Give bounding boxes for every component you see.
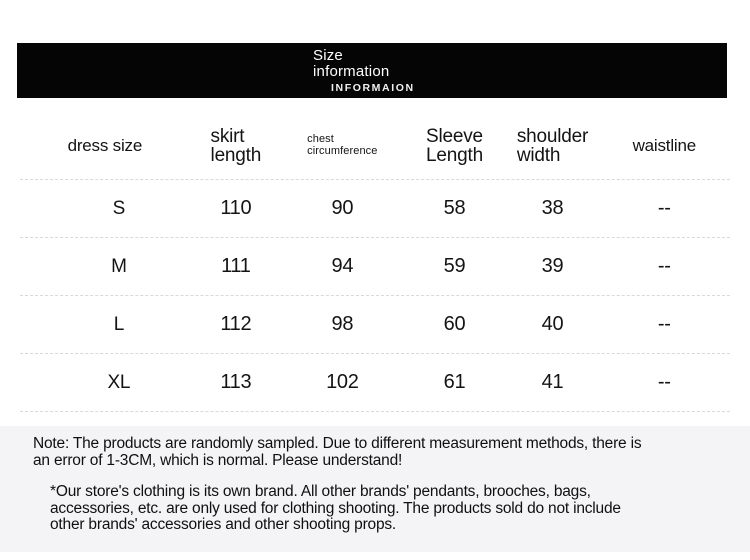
table-row-xl: XL 113 102 61 41 --	[20, 354, 730, 412]
header-cell-waistline: waistline	[599, 136, 730, 155]
size-label: M	[111, 255, 127, 277]
header-label: dress size	[67, 136, 143, 155]
sleeve-value: 58	[443, 197, 466, 219]
header-label: skirt	[210, 125, 245, 147]
notes-section: Note: The products are randomly sampled.…	[0, 426, 750, 552]
shoulder-value: 38	[541, 197, 564, 219]
note-line: accessories, etc. are only used for clot…	[50, 499, 621, 517]
title-line-1: Size	[313, 47, 343, 64]
shoulder-value: 41	[541, 371, 564, 393]
table-row-l: L 112 98 60 40 --	[20, 296, 730, 354]
shoulder-value: 39	[541, 255, 564, 277]
measurement-note: Note: The products are randomly sampled.…	[33, 435, 642, 469]
skirt-length-value: 110	[220, 197, 252, 219]
chest-value: 90	[331, 197, 354, 219]
size-label: L	[113, 313, 125, 335]
sleeve-value: 60	[443, 313, 466, 335]
waistline-value: --	[657, 197, 671, 219]
header-label: shoulder	[516, 125, 589, 147]
skirt-length-value: 111	[221, 255, 251, 277]
note-line: Note: The products are randomly sampled.…	[33, 435, 642, 452]
header-label: chest	[307, 133, 334, 145]
note-line: other brands' accessories and other shoo…	[50, 516, 397, 533]
header-cell-sleeve-length: Sleeve Length	[426, 125, 483, 166]
shoulder-value: 40	[541, 313, 564, 335]
skirt-length-value: 112	[220, 313, 252, 335]
waistline-value: --	[657, 255, 671, 277]
chest-value: 94	[331, 255, 354, 277]
title-subtitle: INFORMAION	[331, 82, 415, 94]
title-banner: Size information INFORMAION	[17, 43, 727, 98]
waistline-value: --	[657, 371, 671, 393]
brand-disclaimer: *Our store's clothing is its own brand. …	[50, 483, 621, 534]
note-line: an error of 1-3CM, which is normal. Plea…	[33, 451, 403, 469]
title-block: Size information INFORMAION	[313, 48, 415, 94]
header-label: waistline	[632, 136, 697, 155]
waistline-value: --	[657, 313, 671, 335]
skirt-length-value: 113	[220, 371, 252, 393]
header-cell-dress-size: dress size	[20, 136, 190, 155]
sleeve-value: 61	[443, 371, 466, 393]
title-line-2: information	[313, 62, 390, 80]
size-table: dress size skirt length chest circumfere…	[20, 112, 730, 412]
table-header-row: dress size skirt length chest circumfere…	[20, 112, 730, 180]
header-label: Sleeve	[426, 125, 483, 147]
chest-value: 102	[326, 371, 359, 393]
table-row-m: M 111 94 59 39 --	[20, 238, 730, 296]
table-row-s: S 110 90 58 38 --	[20, 180, 730, 238]
note-line: *Our store's clothing is its own brand. …	[50, 483, 591, 500]
size-label: XL	[107, 371, 131, 393]
size-label: S	[112, 197, 126, 219]
header-cell-skirt-length: skirt length	[210, 125, 262, 166]
header-cell-shoulder-width: shoulder width	[516, 125, 589, 166]
sleeve-value: 59	[443, 255, 466, 277]
header-cell-chest-circumference: chest circumference	[307, 133, 378, 157]
chest-value: 98	[331, 313, 354, 335]
